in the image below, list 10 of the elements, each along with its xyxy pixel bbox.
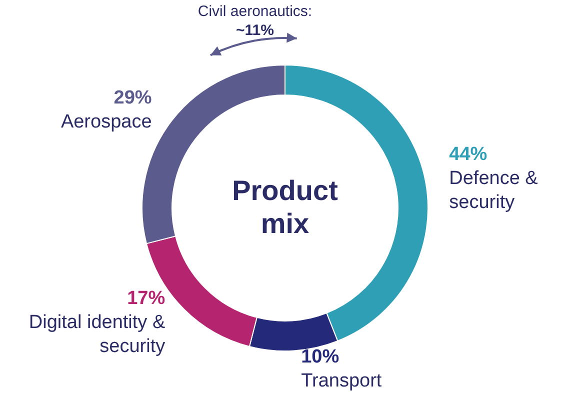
- text: Civil aeronautics: ~11%: [198, 3, 312, 39]
- data-label: 44%: [449, 144, 488, 165]
- data-label: 29%: [114, 87, 152, 108]
- slice-label: Transport: [301, 370, 382, 392]
- data-label: 17%: [127, 288, 166, 309]
- slice-label: Defence & security: [449, 168, 538, 213]
- slice-label: Digital identity & security: [28, 312, 166, 357]
- text: Product mix: [232, 175, 338, 239]
- data-label: 10%: [301, 346, 340, 368]
- slice-label: Aerospace: [60, 111, 152, 132]
